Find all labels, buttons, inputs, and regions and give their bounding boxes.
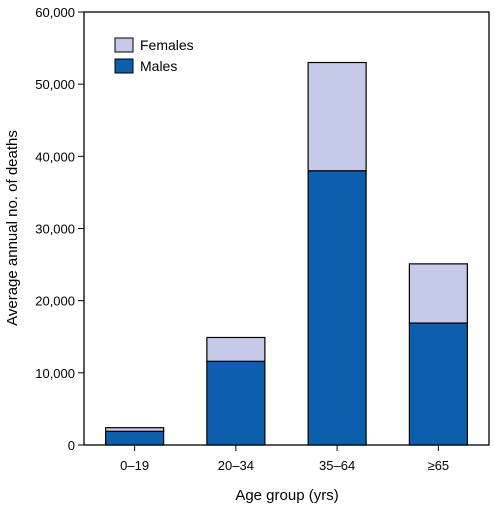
bar-females-3: [408, 263, 468, 324]
x-axis-ticks: 0–19 20–34 35–64 ≥65: [120, 445, 449, 473]
x-tick-label: ≥65: [428, 458, 450, 473]
legend-swatch-females: [114, 37, 134, 53]
x-tick-label: 0–19: [120, 458, 149, 473]
y-axis-label: Average annual no. of deaths: [4, 130, 21, 326]
plot-area: 0 10,000 20,000 30,000 40,000 50,000 60,000 0–…: [35, 5, 490, 473]
y-tick-label: 0: [68, 438, 75, 453]
bar-females-2: [307, 61, 367, 172]
x-axis-label: Age group (yrs): [235, 487, 338, 504]
y-tick-label: 50,000: [35, 77, 75, 92]
x-tick-label: 35–64: [319, 458, 355, 473]
bar-males-2: [307, 170, 367, 446]
bar-females-1: [206, 336, 266, 362]
bar-males-3: [408, 322, 468, 446]
legend-swatch-males: [114, 58, 134, 74]
bar-males-1: [206, 360, 266, 446]
legend-label-females: Females: [140, 37, 194, 53]
y-tick-label: 40,000: [35, 149, 75, 164]
bar-females-0: [105, 427, 165, 432]
y-axis-ticks: 0 10,000 20,000 30,000 40,000 50,000 60,000: [35, 5, 84, 453]
y-tick-label: 30,000: [35, 222, 75, 237]
legend-label-males: Males: [140, 58, 177, 74]
bars-group: [105, 61, 468, 446]
y-tick-label: 60,000: [35, 5, 75, 20]
y-tick-label: 10,000: [35, 366, 75, 381]
bar-males-0: [105, 430, 165, 446]
x-tick-label: 20–34: [218, 458, 254, 473]
y-tick-label: 20,000: [35, 294, 75, 309]
legend: Females Males: [114, 37, 194, 74]
